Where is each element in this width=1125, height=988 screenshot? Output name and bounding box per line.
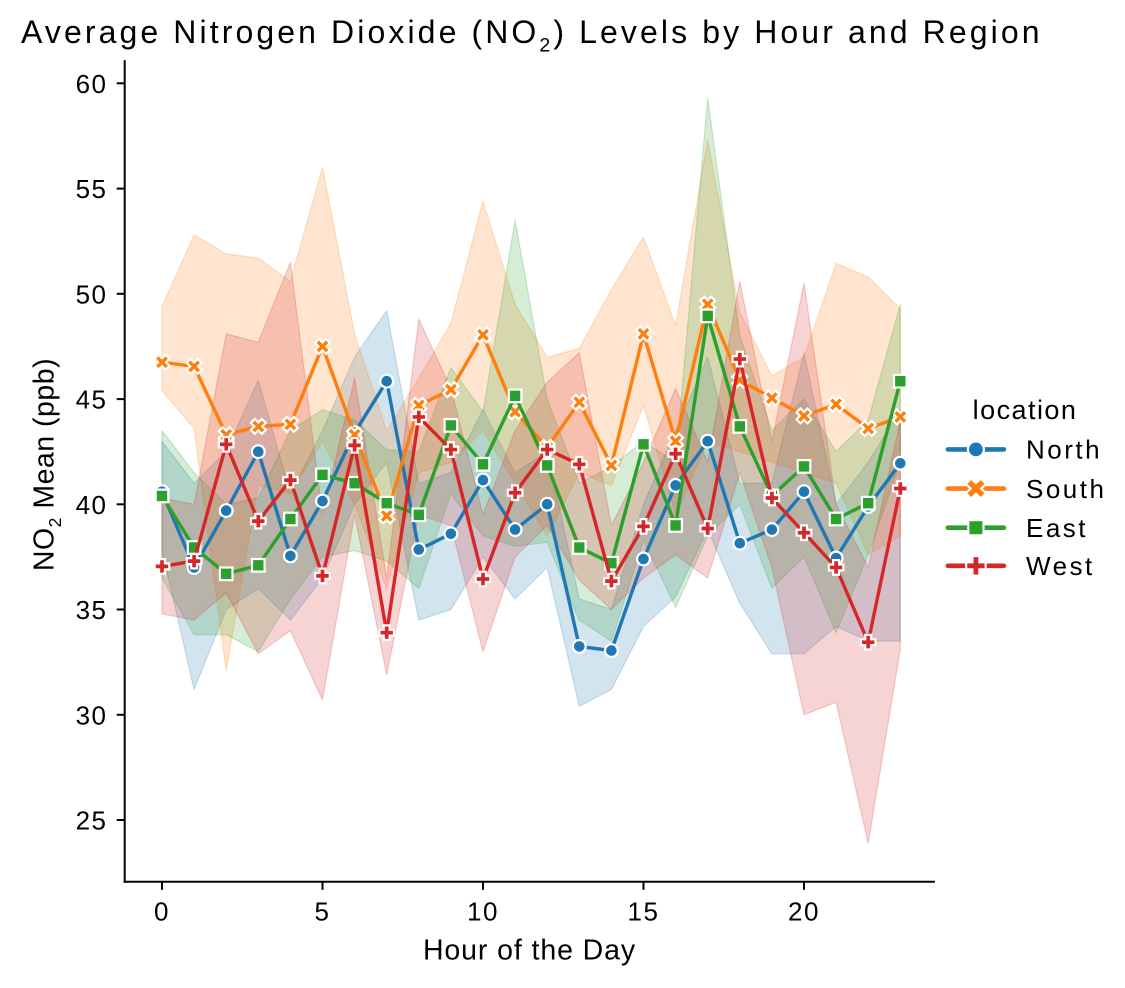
- svg-text:West: West: [1026, 551, 1095, 581]
- svg-text:40: 40: [76, 490, 108, 520]
- svg-text:Average Nitrogen Dioxide (NO2): Average Nitrogen Dioxide (NO2) Levels by…: [21, 14, 1043, 57]
- svg-text:50: 50: [76, 279, 108, 309]
- svg-text:Hour of the Day: Hour of the Day: [423, 935, 636, 967]
- svg-text:North: North: [1026, 435, 1102, 465]
- svg-text:45: 45: [76, 385, 108, 415]
- svg-text:25: 25: [76, 806, 108, 836]
- svg-text:55: 55: [76, 174, 108, 204]
- svg-text:NO2 Mean (ppb): NO2 Mean (ppb): [28, 358, 65, 571]
- svg-text:30: 30: [76, 700, 108, 730]
- svg-text:20: 20: [788, 897, 820, 927]
- svg-text:5: 5: [315, 897, 331, 927]
- svg-text:60: 60: [76, 69, 108, 99]
- svg-text:location: location: [973, 395, 1078, 425]
- svg-text:35: 35: [76, 595, 108, 625]
- svg-text:South: South: [1026, 474, 1106, 504]
- svg-text:15: 15: [628, 897, 660, 927]
- svg-text:0: 0: [154, 897, 170, 927]
- svg-text:10: 10: [467, 897, 499, 927]
- svg-text:East: East: [1026, 513, 1088, 543]
